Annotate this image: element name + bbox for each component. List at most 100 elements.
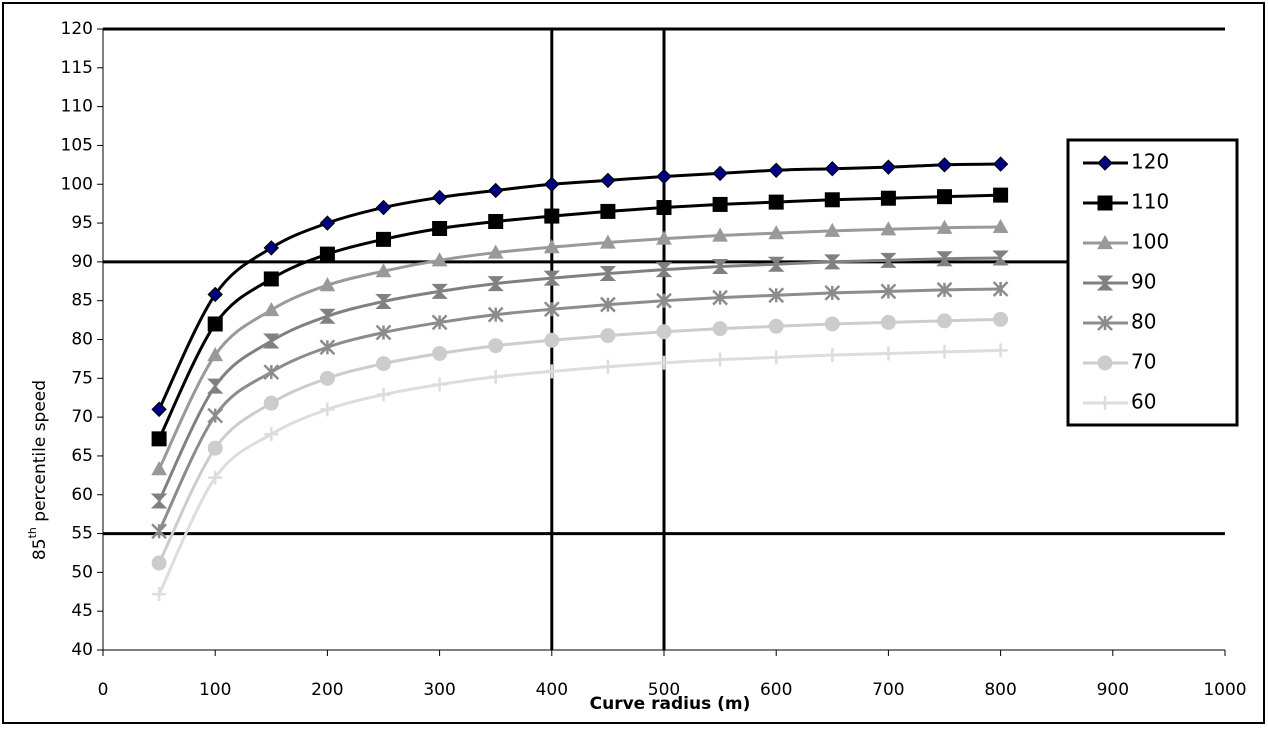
marker [600, 234, 616, 249]
marker [824, 222, 841, 237]
marker [992, 281, 1009, 297]
x-tick-label: 500 [648, 680, 680, 700]
marker [656, 200, 672, 216]
marker [207, 346, 224, 362]
marker [263, 301, 280, 317]
marker [375, 324, 392, 341]
marker [880, 252, 897, 268]
marker [207, 316, 223, 332]
marker [768, 162, 784, 178]
legend-marker [1097, 315, 1113, 331]
marker [655, 262, 673, 278]
marker [768, 318, 784, 334]
y-tick-label: 100 [61, 174, 93, 194]
marker [151, 461, 167, 476]
marker [263, 271, 279, 287]
y-label-rest: percentile speed [30, 380, 50, 527]
marker [880, 221, 897, 236]
marker [936, 157, 953, 173]
marker [319, 246, 335, 262]
legend-marker [1097, 155, 1113, 171]
x-tick-label: 600 [760, 680, 792, 700]
marker [824, 254, 841, 270]
marker [431, 189, 448, 206]
y-tick-label: 70 [71, 407, 93, 427]
y-tick-label: 120 [61, 19, 93, 39]
marker [375, 263, 392, 278]
marker [993, 311, 1009, 327]
marker [375, 199, 392, 216]
marker [824, 285, 841, 301]
marker [600, 172, 616, 189]
y-tick-label: 110 [61, 97, 93, 117]
legend-label: 80 [1131, 310, 1156, 334]
marker [375, 293, 392, 309]
marker [487, 306, 504, 323]
marker [263, 395, 279, 411]
marker [768, 194, 784, 210]
y-tick-label: 105 [61, 135, 93, 155]
marker [152, 587, 167, 602]
marker [319, 215, 336, 231]
marker [432, 345, 448, 361]
marker [207, 286, 223, 303]
marker [319, 370, 335, 386]
marker [151, 431, 167, 447]
marker [936, 219, 953, 234]
marker [319, 277, 336, 292]
legend-label: 120 [1131, 150, 1169, 174]
y-tick-label: 60 [71, 485, 93, 505]
marker [767, 256, 785, 272]
marker [543, 301, 560, 318]
x-tick-label: 300 [423, 680, 455, 700]
legend-marker [1097, 195, 1113, 211]
marker [992, 218, 1009, 234]
marker [263, 333, 280, 349]
marker [768, 225, 785, 240]
marker [712, 165, 728, 182]
legend-label: 100 [1131, 230, 1169, 254]
marker [880, 314, 896, 330]
marker [376, 356, 391, 372]
marker [151, 401, 167, 418]
marker [431, 314, 448, 331]
marker [656, 324, 672, 340]
marker [600, 296, 616, 313]
x-tick-label: 200 [311, 680, 343, 700]
marker [880, 190, 896, 206]
marker [544, 208, 560, 224]
marker [543, 239, 560, 254]
marker [657, 355, 671, 370]
marker [993, 343, 1008, 358]
marker [711, 259, 729, 275]
marker [487, 244, 504, 259]
marker [769, 350, 784, 365]
marker [543, 270, 561, 286]
marker [432, 220, 448, 236]
legend-marker [1098, 396, 1112, 410]
marker [264, 427, 279, 442]
marker [206, 378, 224, 394]
marker [825, 348, 840, 363]
marker [376, 231, 391, 247]
marker [319, 339, 336, 356]
marker [488, 338, 504, 354]
marker [544, 332, 560, 348]
marker [431, 283, 448, 299]
marker [881, 346, 896, 361]
marker [768, 287, 785, 304]
y-tick-label: 75 [71, 368, 93, 388]
marker [151, 523, 167, 540]
legend-marker [1096, 275, 1114, 291]
marker [150, 493, 168, 509]
x-tick-label: 800 [984, 680, 1016, 700]
marker [937, 344, 952, 359]
marker [936, 281, 953, 298]
marker [993, 187, 1009, 203]
marker [880, 159, 897, 175]
marker [208, 470, 223, 485]
marker [600, 203, 616, 219]
marker [936, 251, 953, 267]
marker [544, 364, 559, 379]
